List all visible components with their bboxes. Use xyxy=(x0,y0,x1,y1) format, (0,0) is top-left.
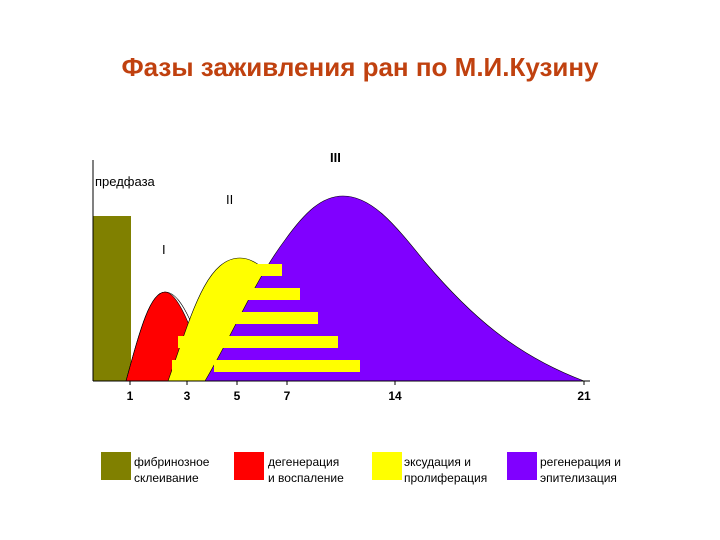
overlap-stripe xyxy=(172,360,204,372)
x-tick-label: 5 xyxy=(234,389,241,403)
overlap-stripe xyxy=(236,288,300,300)
legend-label-line1: дегенерация xyxy=(268,455,339,469)
legend-label-line2: эпителизация xyxy=(540,471,617,485)
overlap-stripe xyxy=(228,312,318,324)
x-tick-label: 7 xyxy=(284,389,291,403)
x-tick-label: 3 xyxy=(184,389,191,403)
phase-label-ii: II xyxy=(226,192,233,207)
legend-label-line1: эксудация и xyxy=(404,455,471,469)
legend-label-line1: регенерация и xyxy=(540,455,621,469)
legend-label-line2: пролиферация xyxy=(404,471,487,485)
legend-label-line2: склеивание xyxy=(134,471,199,485)
overlap-stripe xyxy=(214,360,360,372)
overlap-stripe xyxy=(222,336,338,348)
chart-title: Фазы заживления ран по М.И.Кузину xyxy=(121,52,599,82)
overlap-stripe xyxy=(178,336,198,348)
legend-swatch xyxy=(372,452,402,480)
legend-swatch xyxy=(234,452,264,480)
overlap-stripe xyxy=(245,264,282,276)
legend-swatch xyxy=(101,452,131,480)
phase-label-prephase: предфаза xyxy=(95,174,156,189)
legend-label-line1: фибринозное xyxy=(134,455,210,469)
x-tick-label: 21 xyxy=(577,389,591,403)
degeneration-outline xyxy=(125,291,191,382)
legend-swatch xyxy=(507,452,537,480)
series-fibrinous-block xyxy=(93,216,131,381)
x-tick-label: 1 xyxy=(127,389,134,403)
legend-label-line2: и воспаление xyxy=(268,471,344,485)
phase-label-i: I xyxy=(162,242,166,257)
x-tick-label: 14 xyxy=(388,389,402,403)
phase-label-iii: III xyxy=(330,150,341,165)
series-regeneration-area xyxy=(204,195,585,382)
